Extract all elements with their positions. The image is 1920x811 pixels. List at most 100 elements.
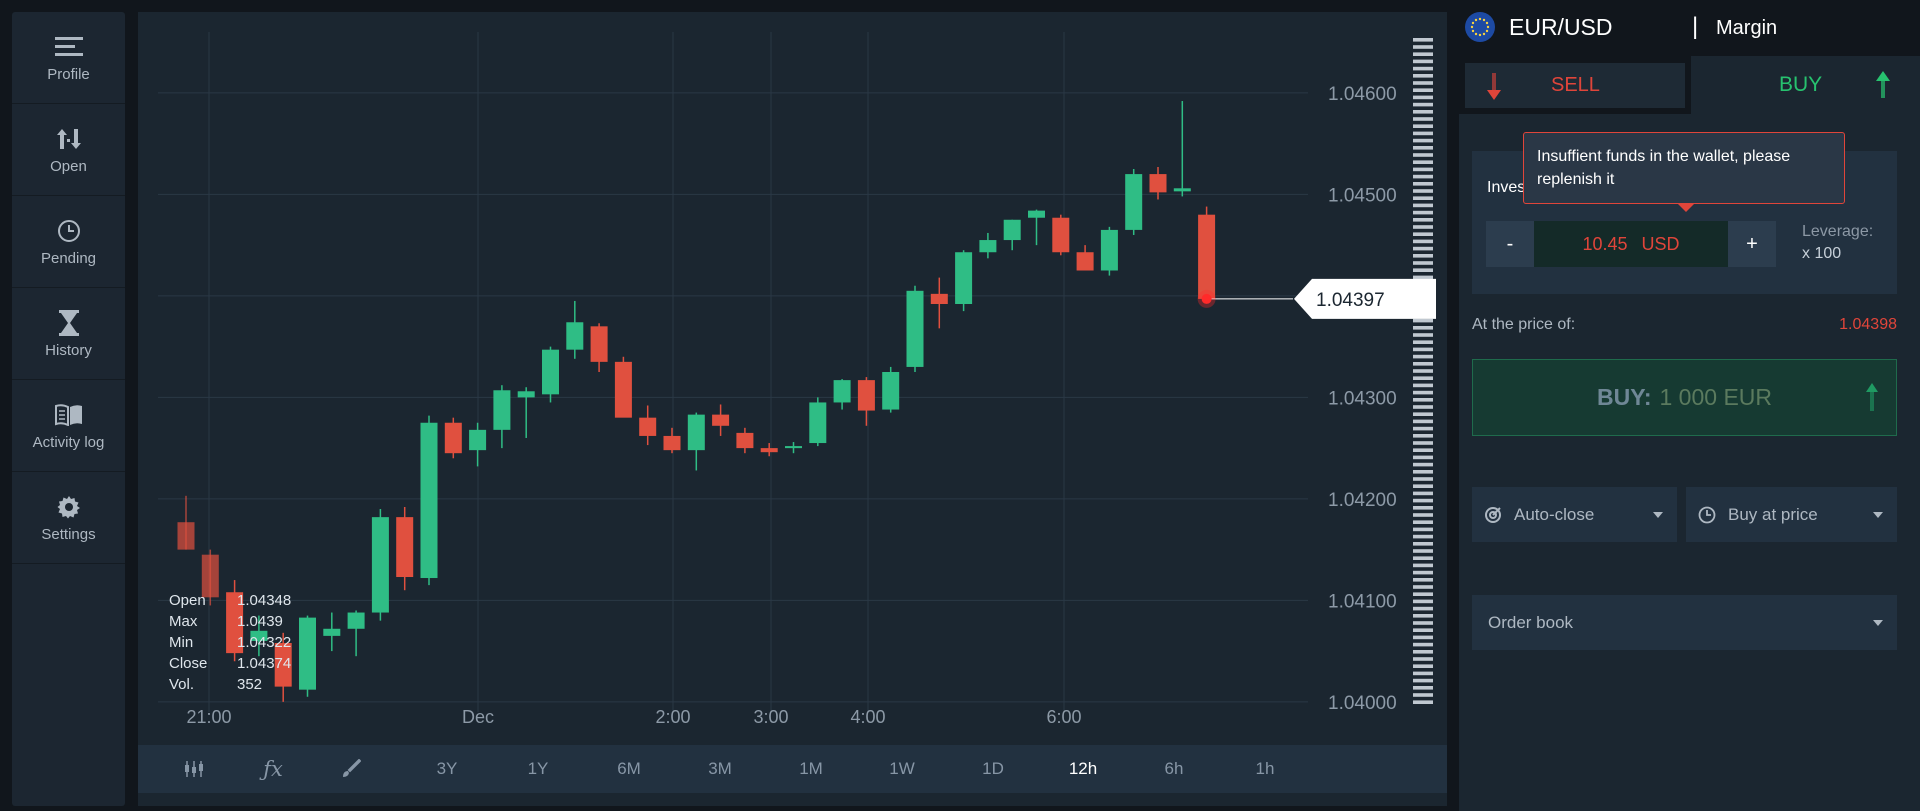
y-tick-label: 1.04500 xyxy=(1328,185,1397,206)
sidebar-item-activity-log[interactable]: Activity log xyxy=(12,380,125,472)
sidebar-item-settings[interactable]: Settings xyxy=(12,472,125,564)
leverage[interactable]: Leverage: x 100 xyxy=(1802,221,1873,265)
ohlc-min-label: Min xyxy=(169,634,194,651)
scale-tick xyxy=(1413,52,1433,56)
amount-input[interactable]: 10.45 USD xyxy=(1534,221,1728,267)
scale-tick xyxy=(1413,542,1433,546)
scale-tick xyxy=(1413,74,1433,78)
scale-tick xyxy=(1413,174,1433,179)
candle-body xyxy=(1198,214,1216,299)
scale-tick xyxy=(1413,527,1433,532)
range-6m[interactable]: 6M xyxy=(617,759,641,778)
menu-icon xyxy=(54,32,84,62)
up-down-arrows-icon xyxy=(54,124,84,154)
margin-mode[interactable]: Margin xyxy=(1716,17,1778,39)
scale-tick xyxy=(1413,614,1433,618)
scale-tick xyxy=(1413,88,1433,92)
range-1y[interactable]: 1Y xyxy=(527,759,549,778)
candles-icon[interactable] xyxy=(174,745,214,793)
buy-arrow-icon xyxy=(1876,70,1890,103)
amount-value: 10.45 xyxy=(1582,233,1628,254)
sidebar-item-profile[interactable]: Profile xyxy=(12,12,125,104)
scale-tick xyxy=(1413,585,1433,589)
scale-tick xyxy=(1413,383,1433,388)
scale-tick xyxy=(1413,131,1433,136)
scale-tick xyxy=(1413,110,1433,114)
candle-body xyxy=(712,414,730,426)
scale-tick xyxy=(1413,398,1433,402)
range-12h[interactable]: 12h xyxy=(1068,759,1098,778)
scale-tick xyxy=(1413,441,1433,445)
scale-tick xyxy=(1413,671,1433,676)
scale-tick xyxy=(1413,570,1433,575)
buy-tab[interactable]: BUY xyxy=(1691,56,1920,114)
candle-body xyxy=(663,435,681,451)
scale-tick xyxy=(1413,340,1433,344)
sell-tab[interactable]: SELL xyxy=(1465,63,1685,108)
range-3y[interactable]: 3Y xyxy=(436,759,458,778)
candle-body xyxy=(1173,188,1191,192)
scale-tick xyxy=(1413,405,1433,409)
gear-icon xyxy=(54,492,84,522)
scale-tick xyxy=(1413,664,1433,668)
scale-tick xyxy=(1413,182,1433,186)
increase-button[interactable]: + xyxy=(1728,221,1776,267)
scale-tick xyxy=(1413,534,1433,539)
target-icon xyxy=(1484,506,1502,524)
order-form: Inves - 10.45 USD + Leverage: x 100 Insu… xyxy=(1459,114,1920,811)
scale-tick xyxy=(1413,390,1433,395)
investment-label: Inves xyxy=(1487,179,1526,196)
scale-tick xyxy=(1413,45,1433,49)
range-1d[interactable]: 1D xyxy=(982,759,1004,778)
ohlc-close-label: Close xyxy=(169,655,208,672)
scale-tick xyxy=(1413,477,1433,481)
pair-name[interactable]: EUR/USD xyxy=(1509,14,1613,40)
candle-body xyxy=(1125,174,1143,230)
candle-body xyxy=(566,322,584,350)
sidebar-item-history[interactable]: History xyxy=(12,288,125,380)
candle-body xyxy=(250,630,268,641)
buy-button-amount: 1 000 EUR xyxy=(1659,384,1773,410)
candle-body xyxy=(833,380,851,403)
chart-toolbar: ƒx 3Y 1Y 6M 3M 1M 1W 1D 12h 6h 1h xyxy=(138,745,1447,793)
decrease-button[interactable]: - xyxy=(1486,221,1534,267)
range-1w[interactable]: 1W xyxy=(889,759,915,778)
auto-close-dropdown[interactable]: Auto-close xyxy=(1472,487,1677,542)
range-3m[interactable]: 3M xyxy=(708,759,732,778)
x-tick-label: 21:00 xyxy=(186,707,231,727)
candle-body xyxy=(687,414,705,451)
sidebar-item-open[interactable]: Open xyxy=(12,104,125,196)
candle-body xyxy=(542,349,559,395)
order-book-dropdown[interactable]: Order book xyxy=(1472,595,1897,650)
sidebar-item-label: Pending xyxy=(40,250,97,267)
y-tick-label: 1.04000 xyxy=(1328,693,1397,714)
candle-body xyxy=(930,293,948,304)
candlestick-chart[interactable]: 1.040001.041001.042001.043001.044001.045… xyxy=(138,12,1447,745)
scale-tick xyxy=(1413,599,1433,604)
scale-tick xyxy=(1413,412,1433,416)
scale-tick xyxy=(1413,462,1433,467)
buy-button-label: BUY: xyxy=(1596,384,1652,410)
range-1h[interactable]: 1h xyxy=(1255,759,1275,778)
candle-body xyxy=(444,422,462,454)
scale-tick xyxy=(1413,95,1433,100)
sidebar-item-pending[interactable]: Pending xyxy=(12,196,125,288)
candle-body xyxy=(590,326,608,362)
scale-tick xyxy=(1413,160,1433,164)
scale-tick xyxy=(1413,354,1433,359)
scale-tick xyxy=(1413,210,1433,215)
function-icon[interactable]: ƒx xyxy=(263,757,283,781)
scale-tick xyxy=(1413,362,1433,366)
buy-button[interactable]: BUY: 1 000 EUR xyxy=(1472,359,1897,436)
range-1m[interactable]: 1M xyxy=(799,759,823,778)
range-6h[interactable]: 6h xyxy=(1164,759,1184,778)
scale-tick xyxy=(1413,275,1433,280)
scale-tick xyxy=(1413,700,1433,704)
price-row: At the price of: 1.04398 xyxy=(1472,316,1897,334)
candle-body xyxy=(323,628,341,636)
scale-tick xyxy=(1413,563,1433,568)
brush-icon[interactable] xyxy=(331,745,371,793)
buy-at-price-dropdown[interactable]: Buy at price xyxy=(1686,487,1897,542)
ohlc-open-value: 1.04348 xyxy=(237,592,292,609)
scale-tick xyxy=(1413,491,1433,496)
